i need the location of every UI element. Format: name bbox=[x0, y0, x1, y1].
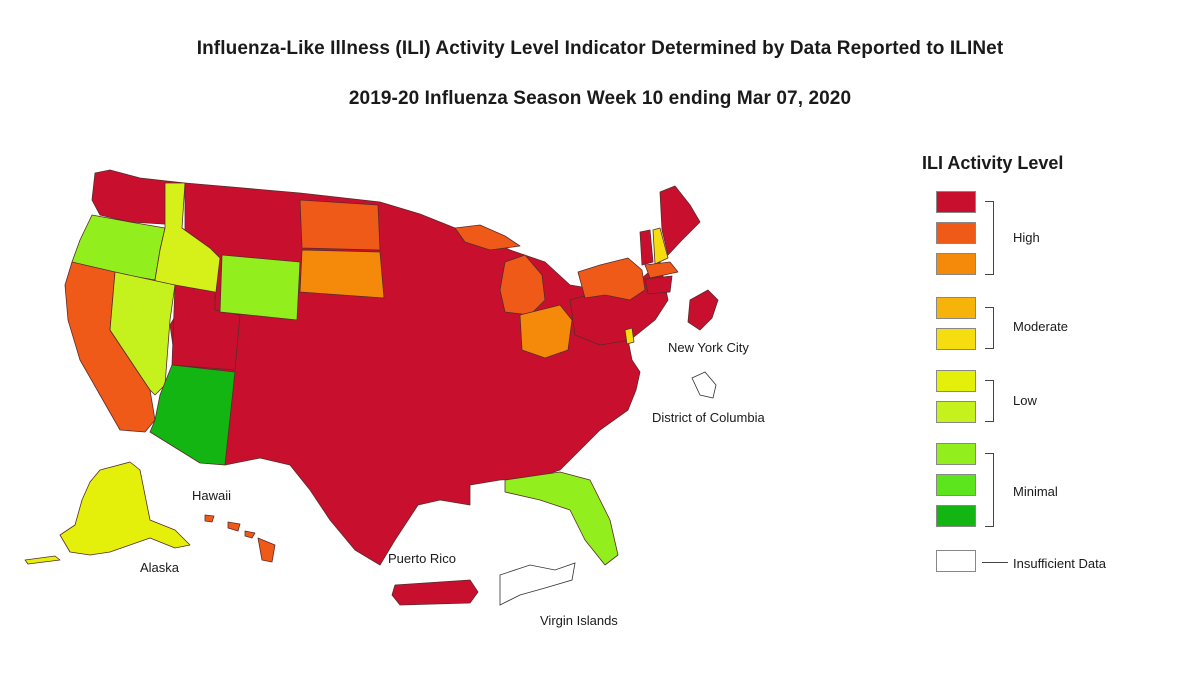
legend-label-minimal: Minimal bbox=[1013, 484, 1058, 499]
legend-swatch-3 bbox=[936, 253, 976, 275]
state-hawaii-big bbox=[257, 537, 276, 563]
label-hawaii: Hawaii bbox=[192, 488, 232, 503]
legend-bracket-high bbox=[985, 201, 994, 275]
state-vermont bbox=[639, 229, 654, 266]
state-new-york bbox=[577, 257, 646, 301]
territory-puerto-rico bbox=[391, 579, 479, 606]
legend-swatch-9 bbox=[936, 474, 976, 496]
legend-swatch-7 bbox=[936, 401, 976, 423]
alaska-aleutians bbox=[24, 555, 61, 565]
state-arizona bbox=[149, 364, 236, 466]
legend-label-moderate: Moderate bbox=[1013, 319, 1068, 334]
legend-swatch-6 bbox=[936, 370, 976, 392]
legend-label-high: High bbox=[1013, 230, 1040, 245]
state-massachusetts bbox=[644, 261, 679, 279]
inset-new-york-city bbox=[687, 289, 719, 331]
legend-swatch-8 bbox=[936, 443, 976, 465]
legend-swatch-4 bbox=[936, 297, 976, 319]
legend-tick-insufficient bbox=[982, 562, 1008, 563]
state-hawaii-islands bbox=[204, 514, 256, 539]
state-nevada bbox=[109, 271, 176, 396]
state-delaware bbox=[624, 327, 635, 345]
label-new-york-city: New York City bbox=[668, 340, 749, 355]
legend-bracket-minimal bbox=[985, 453, 994, 527]
legend-swatch-10 bbox=[936, 505, 976, 527]
label-alaska: Alaska bbox=[140, 560, 180, 575]
legend-swatch-1 bbox=[936, 191, 976, 213]
legend-bracket-low bbox=[985, 380, 994, 422]
legend-swatch-2 bbox=[936, 222, 976, 244]
state-south-dakota bbox=[299, 249, 385, 299]
map-subtitle: 2019-20 Influenza Season Week 10 ending … bbox=[348, 88, 852, 109]
state-maine bbox=[659, 185, 701, 256]
state-north-dakota bbox=[299, 199, 381, 251]
state-ohio bbox=[519, 304, 573, 359]
map-title: Influenza-Like Illness (ILI) Activity Le… bbox=[196, 38, 1004, 59]
territory-virgin-islands bbox=[499, 562, 576, 606]
state-florida bbox=[504, 471, 619, 566]
inset-district-of-columbia bbox=[691, 371, 717, 399]
state-michigan bbox=[499, 254, 546, 316]
state-michigan-upper bbox=[454, 224, 521, 251]
state-alaska bbox=[59, 461, 191, 556]
state-connecticut bbox=[644, 275, 673, 295]
label-virgin-islands: Virgin Islands bbox=[540, 613, 618, 628]
legend-label-insufficient: Insufficient Data bbox=[1013, 556, 1106, 571]
legend-title: ILI Activity Level bbox=[922, 153, 1064, 173]
label-puerto-rico: Puerto Rico bbox=[388, 551, 456, 566]
legend-label-low: Low bbox=[1013, 393, 1037, 408]
state-wyoming bbox=[219, 254, 301, 321]
label-district-of-columbia: District of Columbia bbox=[652, 410, 765, 425]
legend-swatch-11 bbox=[936, 550, 976, 572]
state-new-hampshire bbox=[652, 227, 669, 265]
legend-bracket-moderate bbox=[985, 307, 994, 349]
legend-swatch-5 bbox=[936, 328, 976, 350]
